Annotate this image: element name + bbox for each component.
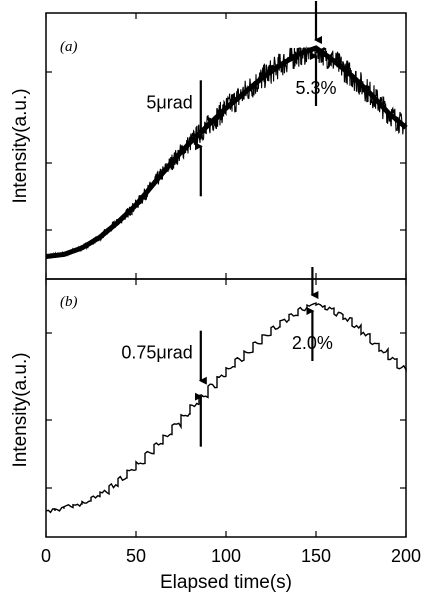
annotations-b: 0.75μrad 2.0% xyxy=(121,267,333,447)
x-tick-label-0: 0 xyxy=(41,546,51,566)
chart-panel-a: (a) 5μrad 5.3% Intensity(a.u.) xyxy=(10,1,408,280)
y-axis-label-a: Intensity(a.u.) xyxy=(10,88,31,203)
annotation-label-b-0: 0.75μrad xyxy=(121,343,192,363)
annotation-label-b-1: 2.0% xyxy=(292,333,333,353)
x-tick-label-3: 150 xyxy=(301,546,331,566)
annotation-label-a-1: 5.3% xyxy=(295,78,336,98)
y-ticks-a xyxy=(46,71,406,231)
panel-label-b: (b) xyxy=(60,294,78,310)
y-axis-label-b: Intensity(a.u.) xyxy=(10,352,31,467)
x-ticks-b: 0 50 100 150 200 xyxy=(41,279,421,566)
series-line-b xyxy=(45,302,407,514)
x-tick-label-2: 100 xyxy=(211,546,241,566)
series-path-b xyxy=(45,302,407,514)
annotations-a: 5μrad 5.3% xyxy=(146,1,337,197)
annotation-label-a-0: 5μrad xyxy=(146,92,192,112)
x-axis-label: Elapsed time(s) xyxy=(160,572,292,593)
chart-panel-b: 0 50 100 150 200 (b) 0.75μrad 2.0% Intensity(… xyxy=(10,267,421,593)
x-tick-label-1: 50 xyxy=(126,546,146,566)
series-line-a xyxy=(45,45,408,260)
series-path-a xyxy=(45,46,407,259)
y-ticks-b xyxy=(46,332,406,489)
series-band-a xyxy=(45,45,408,260)
x-tick-label-4: 200 xyxy=(391,546,421,566)
panel-label-a: (a) xyxy=(60,39,78,55)
